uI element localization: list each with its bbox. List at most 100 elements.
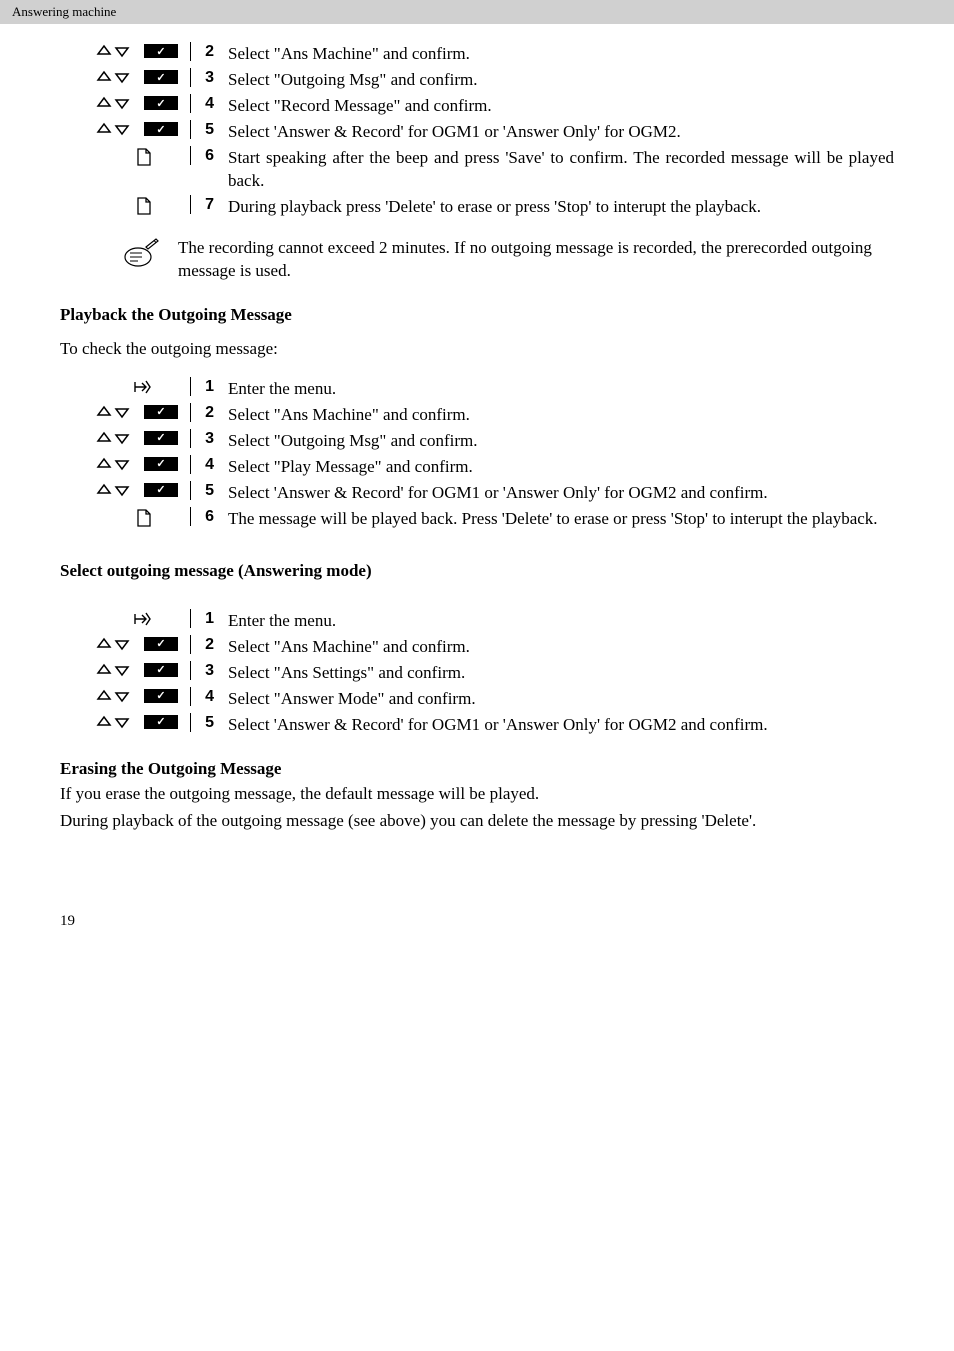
step-row: ✓ 3 Select "Ans Settings" and confirm. (60, 661, 894, 685)
up-down-icon (96, 405, 130, 419)
section-heading-playback: Playback the Outgoing Message (60, 305, 894, 325)
step-icons (60, 377, 190, 395)
step-row: ✓ 4 Select "Record Message" and confirm. (60, 94, 894, 118)
step-text: The message will be played back. Press '… (214, 507, 894, 531)
step-text: Select "Outgoing Msg" and confirm. (214, 429, 894, 453)
step-number: 1 (190, 377, 214, 396)
step-number: 6 (190, 146, 214, 165)
step-icons (60, 507, 190, 527)
step-row: ✓ 3 Select "Outgoing Msg" and confirm. (60, 68, 894, 92)
softkey-icon (136, 509, 152, 527)
up-down-icon (96, 637, 130, 651)
step-text: Select "Ans Machine" and confirm. (214, 42, 894, 66)
step-icons: ✓ (60, 635, 190, 651)
step-row: ✓ 5 Select 'Answer & Record' for OGM1 or… (60, 481, 894, 505)
step-list-1: ✓ 2 Select "Ans Machine" and confirm. ✓ … (60, 42, 894, 219)
up-down-icon (96, 122, 130, 136)
step-row: ✓ 4 Select "Play Message" and confirm. (60, 455, 894, 479)
section-heading-erase: Erasing the Outgoing Message (60, 759, 894, 779)
step-text: Select "Answer Mode" and confirm. (214, 687, 894, 711)
header-text: Answering machine (12, 4, 116, 19)
up-down-icon (96, 689, 130, 703)
step-icons: ✓ (60, 687, 190, 703)
up-down-icon (96, 715, 130, 729)
page-number: 19 (60, 913, 894, 930)
step-number: 4 (190, 94, 214, 113)
up-down-icon (96, 44, 130, 58)
step-icons: ✓ (60, 42, 190, 58)
confirm-icon: ✓ (144, 70, 178, 84)
step-number: 3 (190, 429, 214, 448)
step-number: 2 (190, 42, 214, 61)
step-icons: ✓ (60, 94, 190, 110)
note-block: The recording cannot exceed 2 minutes. I… (124, 237, 894, 283)
confirm-icon: ✓ (144, 483, 178, 497)
step-row: ✓ 2 Select "Ans Machine" and confirm. (60, 42, 894, 66)
step-row: ✓ 2 Select "Ans Machine" and confirm. (60, 403, 894, 427)
step-row: 7 During playback press 'Delete' to eras… (60, 195, 894, 219)
menu-arrow-icon (132, 611, 152, 627)
step-list-playback: 1 Enter the menu. ✓ 2 Select "Ans Machin… (60, 377, 894, 531)
step-text: Select 'Answer & Record' for OGM1 or 'An… (214, 481, 894, 505)
softkey-icon (136, 148, 152, 166)
step-number: 4 (190, 455, 214, 474)
step-icons: ✓ (60, 481, 190, 497)
softkey-icon (136, 197, 152, 215)
confirm-icon: ✓ (144, 405, 178, 419)
confirm-icon: ✓ (144, 96, 178, 110)
up-down-icon (96, 96, 130, 110)
step-number: 3 (190, 68, 214, 87)
step-icons: ✓ (60, 661, 190, 677)
step-number: 5 (190, 120, 214, 139)
step-number: 1 (190, 609, 214, 628)
step-text: Select "Ans Settings" and confirm. (214, 661, 894, 685)
page-header: Answering machine (0, 0, 954, 24)
step-text: Select "Record Message" and confirm. (214, 94, 894, 118)
note-text: The recording cannot exceed 2 minutes. I… (178, 237, 874, 283)
erase-para-1: If you erase the outgoing message, the d… (60, 783, 894, 806)
confirm-icon: ✓ (144, 689, 178, 703)
step-text: Select "Outgoing Msg" and confirm. (214, 68, 894, 92)
confirm-icon: ✓ (144, 44, 178, 58)
section-heading-select: Select outgoing message (Answering mode) (60, 561, 894, 581)
menu-arrow-icon (132, 379, 152, 395)
step-icons: ✓ (60, 120, 190, 136)
step-row: ✓ 5 Select 'Answer & Record' for OGM1 or… (60, 713, 894, 737)
step-number: 3 (190, 661, 214, 680)
step-number: 5 (190, 713, 214, 732)
step-row: 6 Start speaking after the beep and pres… (60, 146, 894, 193)
up-down-icon (96, 457, 130, 471)
step-icons (60, 146, 190, 166)
step-icons: ✓ (60, 403, 190, 419)
step-row: ✓ 4 Select "Answer Mode" and confirm. (60, 687, 894, 711)
confirm-icon: ✓ (144, 637, 178, 651)
page-content: ✓ 2 Select "Ans Machine" and confirm. ✓ … (0, 24, 954, 954)
step-icons: ✓ (60, 68, 190, 84)
step-row: ✓ 5 Select 'Answer & Record' for OGM1 or… (60, 120, 894, 144)
step-row: 1 Enter the menu. (60, 377, 894, 401)
erase-para-2: During playback of the outgoing message … (60, 810, 894, 833)
step-text: Enter the menu. (214, 377, 894, 401)
step-text: Select "Ans Machine" and confirm. (214, 635, 894, 659)
up-down-icon (96, 70, 130, 84)
step-icons (60, 609, 190, 627)
confirm-icon: ✓ (144, 715, 178, 729)
confirm-icon: ✓ (144, 457, 178, 471)
step-row: 1 Enter the menu. (60, 609, 894, 633)
step-text: During playback press 'Delete' to erase … (214, 195, 894, 219)
step-list-select: 1 Enter the menu. ✓ 2 Select "Ans Machin… (60, 609, 894, 737)
step-text: Start speaking after the beep and press … (214, 146, 894, 193)
step-icons: ✓ (60, 455, 190, 471)
step-row: ✓ 2 Select "Ans Machine" and confirm. (60, 635, 894, 659)
step-icons: ✓ (60, 713, 190, 729)
confirm-icon: ✓ (144, 663, 178, 677)
up-down-icon (96, 431, 130, 445)
step-number: 6 (190, 507, 214, 526)
notepad-icon (124, 237, 160, 267)
step-text: Select 'Answer & Record' for OGM1 or 'An… (214, 120, 894, 144)
step-number: 2 (190, 403, 214, 422)
step-text: Select 'Answer & Record' for OGM1 or 'An… (214, 713, 894, 737)
up-down-icon (96, 663, 130, 677)
section-intro-playback: To check the outgoing message: (60, 339, 894, 359)
step-icons (60, 195, 190, 215)
